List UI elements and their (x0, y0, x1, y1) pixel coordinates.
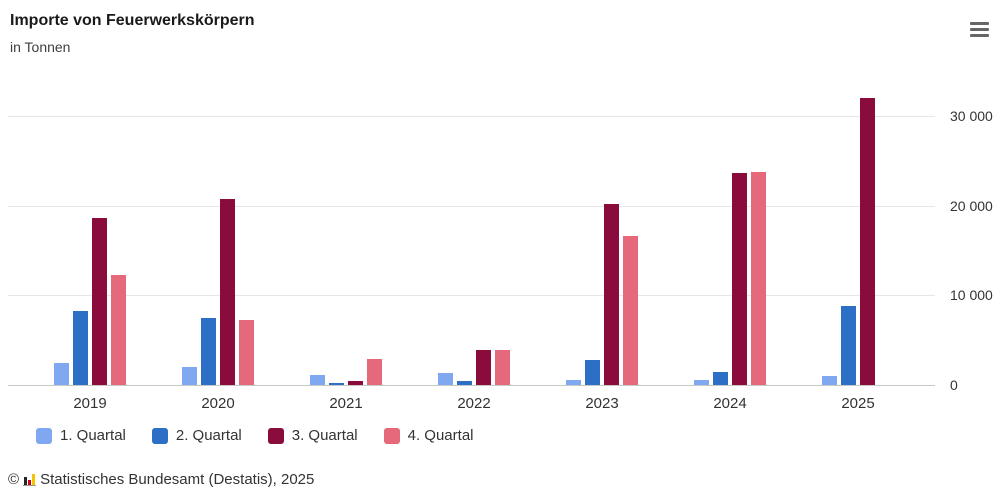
legend-item-q4[interactable]: 4. Quartal (383, 427, 474, 444)
hamburger-menu-icon (969, 21, 989, 25)
x-axis-label: 2024 (713, 395, 747, 412)
bar-2019-q3[interactable] (92, 218, 107, 385)
y-gridline (8, 295, 935, 297)
x-axis-line (8, 385, 935, 386)
bar-2023-q1[interactable] (566, 379, 581, 385)
legend-label: 3. Quartal (291, 427, 358, 444)
x-axis-label: 2022 (457, 395, 491, 412)
bar-2023-q3[interactable] (604, 203, 619, 385)
bar-2024-q4[interactable] (751, 172, 766, 385)
bar-2020-q2[interactable] (201, 317, 216, 385)
bar-2025-q1[interactable] (822, 376, 837, 385)
y-gridline (8, 116, 935, 117)
bar-2024-q3[interactable] (732, 173, 747, 385)
x-axis-label: 2025 (841, 395, 875, 412)
legend-item-q1[interactable]: 1. Quartal (36, 427, 126, 444)
bar-2019-q4[interactable] (111, 274, 126, 385)
bar-2020-q4[interactable] (239, 319, 254, 385)
bar-2022-q4[interactable] (495, 350, 510, 385)
x-axis-label: 2023 (585, 395, 619, 412)
destatis-bar-chart-logo-icon (23, 473, 37, 486)
bar-2025-q2[interactable] (841, 306, 856, 385)
x-axis-label: 2021 (329, 395, 363, 412)
legend: 1. Quartal 2. Quartal 3. Quartal 4. Quartal (36, 427, 474, 444)
legend-label: 4. Quartal (407, 427, 474, 444)
y-axis-tick-label: 10 000 (950, 287, 993, 304)
bar-2022-q3[interactable] (476, 350, 491, 385)
chart-subtitle: in Tonnen (10, 39, 71, 55)
chart-context-menu-button[interactable] (964, 16, 994, 42)
bar-2024-q2[interactable] (713, 372, 728, 385)
source-line: © Statistisches Bundesamt (Destatis), 20… (8, 471, 314, 488)
x-axis-label: 2019 (73, 395, 107, 412)
legend-item-q2[interactable]: 2. Quartal (151, 427, 242, 444)
bar-2020-q3[interactable] (220, 199, 235, 385)
bar-2023-q2[interactable] (585, 359, 600, 385)
hamburger-menu-icon (969, 33, 989, 37)
bar-2019-q1[interactable] (54, 363, 69, 385)
legend-label: 2. Quartal (175, 427, 242, 444)
bar-2023-q4[interactable] (623, 236, 638, 385)
hamburger-menu-icon (969, 27, 989, 31)
legend-swatch-icon (36, 427, 52, 444)
bar-2019-q2[interactable] (73, 310, 88, 385)
y-axis-tick-label: 30 000 (950, 108, 993, 124)
legend-label: 1. Quartal (60, 427, 126, 444)
legend-item-q3[interactable]: 3. Quartal (267, 427, 358, 444)
y-gridline (8, 205, 935, 207)
legend-swatch-icon (151, 427, 168, 444)
bar-2025-q3[interactable] (860, 98, 875, 385)
bar-2021-q2[interactable] (329, 383, 344, 385)
legend-swatch-icon (383, 427, 400, 444)
x-axis-label: 2020 (201, 395, 235, 412)
bar-2021-q4[interactable] (367, 358, 382, 385)
bar-2020-q1[interactable] (182, 367, 197, 385)
source-text: Statistisches Bundesamt (Destatis), 2025 (40, 471, 315, 488)
y-axis-tick-label: 20 000 (950, 197, 993, 214)
chart-title: Importe von Feuerwerkskörpern (10, 12, 255, 29)
legend-swatch-icon (267, 427, 284, 444)
bar-2022-q2[interactable] (457, 381, 472, 385)
bar-2021-q3[interactable] (348, 380, 363, 385)
y-axis-tick-label: 0 (950, 377, 958, 393)
bar-2021-q1[interactable] (310, 375, 325, 385)
bar-2022-q1[interactable] (438, 373, 453, 385)
copyright-symbol: © (8, 471, 20, 488)
bar-2024-q1[interactable] (694, 379, 709, 385)
